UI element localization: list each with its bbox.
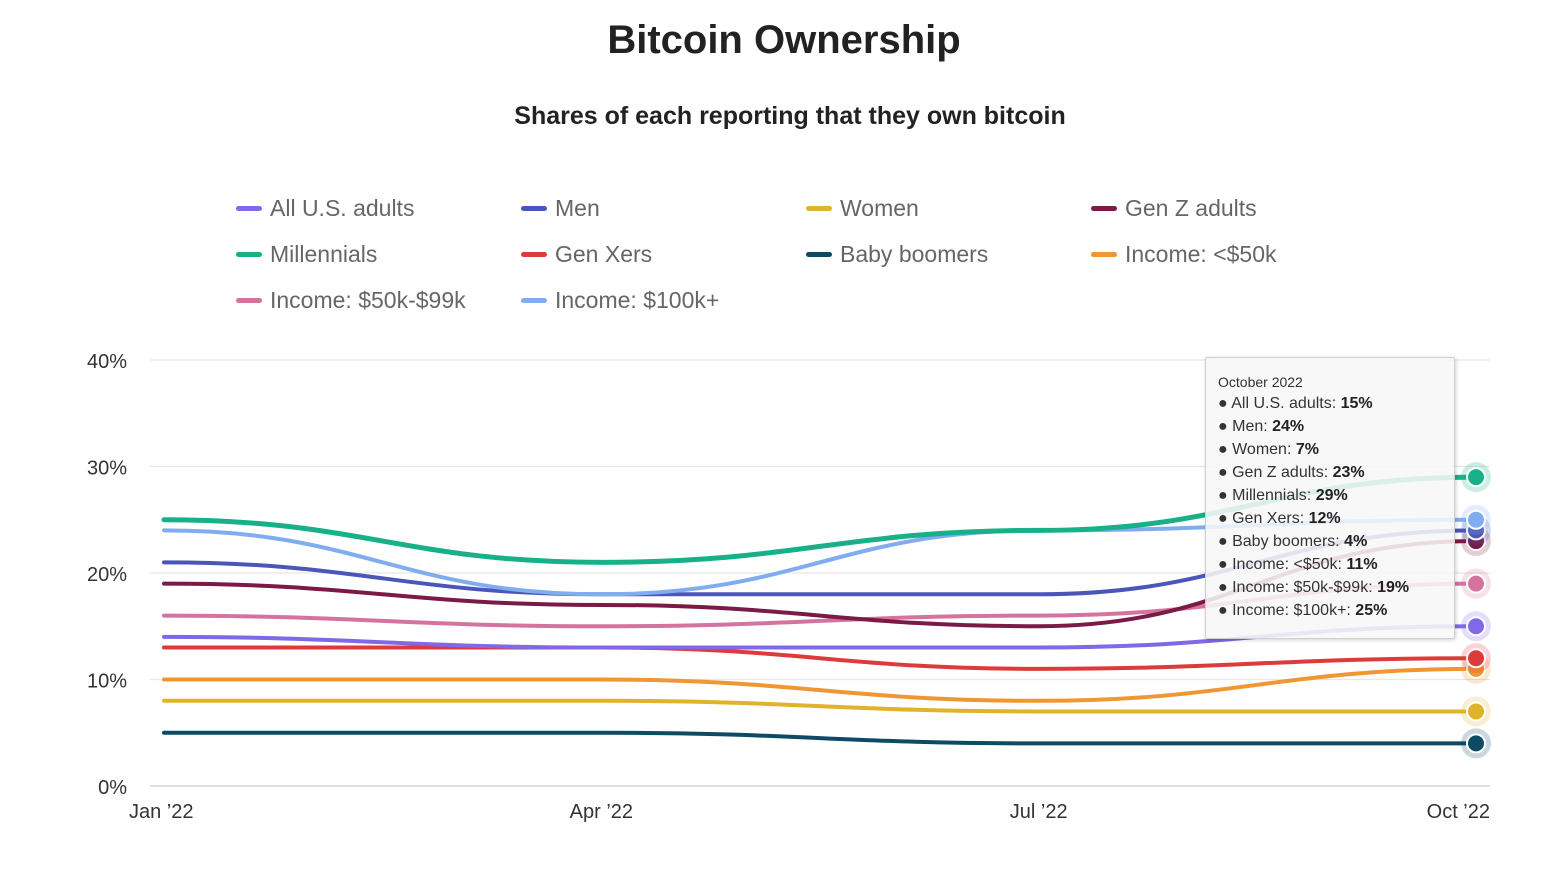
tooltip-value: 25% bbox=[1355, 602, 1388, 619]
legend-item-income-100k[interactable]: Income: $100k+ bbox=[521, 287, 719, 314]
tooltip-value: 24% bbox=[1272, 418, 1305, 435]
bullet-icon: ● bbox=[1218, 464, 1233, 481]
bullet-icon: ● bbox=[1218, 395, 1232, 412]
tooltip-value: 15% bbox=[1340, 395, 1373, 412]
series-line-women[interactable] bbox=[162, 698, 1478, 714]
tooltip-label: Gen Xers: bbox=[1232, 510, 1309, 527]
legend-swatch bbox=[1091, 252, 1117, 257]
tooltip-label: All U.S. adults: bbox=[1231, 395, 1341, 412]
legend-label: Income: $50k-$99k bbox=[270, 287, 466, 313]
tooltip-row: ● All U.S. adults: 15% bbox=[1218, 395, 1373, 413]
data-point-women[interactable] bbox=[1466, 701, 1486, 722]
series-line-income-50k[interactable] bbox=[162, 666, 1478, 703]
y-tick-label: 20% bbox=[87, 564, 127, 586]
tooltip-row: ● Income: $50k-$99k: 19% bbox=[1218, 579, 1409, 597]
bullet-icon: ● bbox=[1218, 556, 1233, 573]
tooltip-value: 29% bbox=[1315, 487, 1348, 504]
tooltip-row: ● Gen Xers: 12% bbox=[1218, 510, 1341, 528]
tooltip: October 2022 ● All U.S. adults: 15% ● Men… bbox=[1205, 357, 1455, 639]
legend-label: Millennials bbox=[270, 241, 378, 267]
legend-item-women[interactable]: Women bbox=[806, 195, 919, 222]
tooltip-label: Income: $100k+: bbox=[1232, 602, 1356, 619]
legend-label: Gen Xers bbox=[555, 241, 653, 267]
legend-label: Gen Z adults bbox=[1125, 195, 1257, 221]
tooltip-row: ● Women: 7% bbox=[1218, 441, 1319, 459]
legend-item-millennials[interactable]: Millennials bbox=[236, 241, 377, 268]
data-point-millennials[interactable] bbox=[1466, 467, 1486, 488]
tooltip-label: Men: bbox=[1232, 418, 1273, 435]
bullet-icon: ● bbox=[1218, 579, 1233, 596]
tooltip-row: ● Gen Z adults: 23% bbox=[1218, 464, 1365, 482]
y-tick-label: 30% bbox=[87, 458, 127, 480]
chart-title: Bitcoin Ownership bbox=[607, 18, 961, 62]
x-tick-label: Jul ’22 bbox=[1010, 801, 1068, 823]
legend-item-income-50k[interactable]: Income: <$50k bbox=[1091, 241, 1277, 268]
tooltip-value: 7% bbox=[1295, 441, 1319, 458]
legend-swatch bbox=[806, 206, 832, 211]
legend-item-gen-z-adults[interactable]: Gen Z adults bbox=[1091, 195, 1257, 222]
data-point-gen-xers[interactable] bbox=[1466, 648, 1486, 669]
tooltip-label: Income: <$50k: bbox=[1232, 556, 1347, 573]
tooltip-value: 4% bbox=[1344, 533, 1368, 550]
legend-swatch bbox=[521, 206, 547, 211]
series-line-gen-xers[interactable] bbox=[162, 645, 1478, 671]
bullet-icon: ● bbox=[1218, 602, 1233, 619]
data-point-income-50k-99k[interactable] bbox=[1466, 573, 1486, 594]
legend-swatch bbox=[236, 252, 262, 257]
y-tick-label: 40% bbox=[87, 351, 127, 373]
tooltip-label: Women: bbox=[1232, 441, 1296, 458]
legend-swatch bbox=[236, 206, 262, 211]
legend-swatch bbox=[521, 298, 547, 303]
legend-label: Men bbox=[555, 195, 600, 221]
tooltip-row: ● Income: <$50k: 11% bbox=[1218, 556, 1378, 574]
x-axis-ticks: Jan ’22 Apr ’22 Jul ’22 Oct ’22 bbox=[129, 801, 1490, 823]
legend-label: Income: $100k+ bbox=[555, 287, 720, 313]
data-point-all-u-s-adults[interactable] bbox=[1466, 616, 1486, 637]
bullet-icon: ● bbox=[1218, 441, 1233, 458]
legend-label: Income: <$50k bbox=[1125, 241, 1277, 267]
tooltip-row: ● Baby boomers: 4% bbox=[1218, 533, 1367, 551]
tooltip-label: Income: $50k-$99k: bbox=[1232, 579, 1378, 596]
legend-swatch bbox=[1091, 206, 1117, 211]
data-point-income-100k[interactable] bbox=[1466, 509, 1486, 530]
legend-label: Women bbox=[840, 195, 919, 221]
tooltip-label: Millennials: bbox=[1232, 487, 1316, 504]
legend-item-men[interactable]: Men bbox=[521, 195, 600, 222]
x-tick-label: Oct ’22 bbox=[1427, 801, 1490, 823]
legend-label: Baby boomers bbox=[840, 241, 989, 267]
data-point-baby-boomers[interactable] bbox=[1466, 733, 1486, 754]
bullet-icon: ● bbox=[1218, 418, 1233, 435]
legend-item-baby-boomers[interactable]: Baby boomers bbox=[806, 241, 988, 268]
legend-swatch bbox=[236, 298, 262, 303]
y-axis-ticks: 0% 10% 20% 30% 40% bbox=[87, 351, 127, 799]
tooltip-header: October 2022 bbox=[1218, 374, 1303, 390]
tooltip-value: 19% bbox=[1377, 579, 1410, 596]
tooltip-label: Baby boomers: bbox=[1232, 533, 1345, 550]
tooltip-row: ● Men: 24% bbox=[1218, 418, 1304, 436]
tooltip-value: 23% bbox=[1332, 464, 1365, 481]
legend-swatch bbox=[806, 252, 832, 257]
y-tick-label: 10% bbox=[87, 671, 127, 693]
legend-item-all-u-s-adults[interactable]: All U.S. adults bbox=[236, 195, 414, 222]
y-tick-label: 0% bbox=[98, 777, 127, 799]
legend-item-income-50k-99k[interactable]: Income: $50k-$99k bbox=[236, 287, 466, 314]
tooltip-row: ● Millennials: 29% bbox=[1218, 487, 1348, 505]
x-tick-label: Apr ’22 bbox=[570, 801, 633, 823]
bullet-icon: ● bbox=[1218, 533, 1233, 550]
bullet-icon: ● bbox=[1218, 487, 1233, 504]
x-tick-label: Jan ’22 bbox=[129, 801, 194, 823]
bullet-icon: ● bbox=[1218, 510, 1233, 527]
tooltip-label: Gen Z adults: bbox=[1232, 464, 1333, 481]
legend-swatch bbox=[521, 252, 547, 257]
legend-item-gen-xers[interactable]: Gen Xers bbox=[521, 241, 652, 268]
series-markers bbox=[1461, 462, 1491, 759]
legend-label: All U.S. adults bbox=[270, 195, 415, 221]
tooltip-row: ● Income: $100k+: 25% bbox=[1218, 602, 1387, 620]
tooltip-value: 12% bbox=[1308, 510, 1341, 527]
tooltip-value: 11% bbox=[1346, 556, 1378, 573]
series-line-baby-boomers[interactable] bbox=[162, 730, 1478, 746]
chart-subtitle: Shares of each reporting that they own b… bbox=[514, 102, 1066, 130]
